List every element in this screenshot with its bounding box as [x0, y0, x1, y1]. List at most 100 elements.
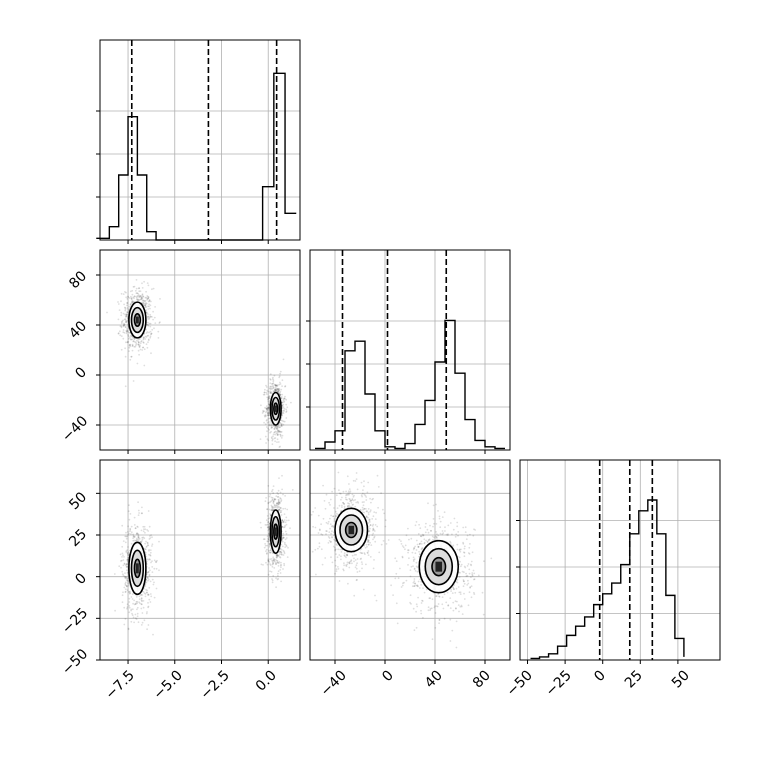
p2-vs-p3-point — [415, 584, 418, 587]
p2-vs-p3-point — [368, 518, 371, 521]
p1-vs-p3-point — [133, 599, 136, 602]
p1-vs-p3-point — [148, 558, 151, 560]
p1-vs-p2-point — [268, 390, 271, 393]
p1-vs-p2-point — [147, 313, 149, 315]
p1-vs-p2-point — [277, 390, 279, 393]
p1-vs-p3-point — [280, 566, 282, 569]
p1-vs-p3-point — [147, 605, 150, 608]
p2-vs-p3-point — [365, 496, 368, 498]
p2-vs-p3-point — [374, 518, 377, 520]
p1-vs-p2-point — [131, 336, 134, 339]
p2-vs-p3-point — [469, 586, 471, 589]
p1-vs-p3-point — [266, 535, 269, 538]
p1-vs-p3-point — [149, 593, 152, 595]
p1-vs-p2-point — [274, 426, 277, 428]
p1-vs-p3-point — [278, 508, 281, 511]
p2-vs-p3-point — [334, 564, 337, 567]
p2-vs-p3-point — [427, 539, 430, 542]
p1-vs-p3-point — [279, 551, 282, 553]
p2-vs-p3-point — [437, 534, 440, 537]
p1-vs-p3-point — [129, 590, 132, 593]
p1-vs-p2-point — [142, 336, 145, 339]
p1-vs-p2-point — [132, 340, 135, 343]
p1-vs-p2-point — [127, 311, 129, 314]
p1-vs-p2-point — [122, 293, 125, 295]
p2-vs-p3-point — [414, 582, 417, 585]
p1-vs-p3-point — [285, 516, 288, 519]
p1-vs-p3-point — [146, 541, 149, 544]
p2-vs-p3-point — [463, 545, 466, 548]
p2-vs-p3-point — [460, 548, 462, 551]
p1-vs-p2-point — [266, 393, 268, 395]
p2-vs-p3-point — [352, 496, 355, 498]
p1-vs-p2-point — [148, 331, 150, 334]
p1-vs-p2-point — [137, 292, 139, 295]
p2-vs-p3-point — [339, 548, 342, 551]
p1-vs-p2-point — [268, 397, 271, 399]
x-tick-label-z-3: 0 — [591, 668, 609, 686]
p2-vs-p3-point — [353, 594, 356, 597]
p1-vs-p2-point — [122, 319, 124, 322]
p2-vs-p3-point — [402, 582, 404, 585]
p1-vs-p2-point — [128, 305, 131, 308]
p2-vs-p3-point — [458, 610, 460, 613]
p1-vs-p2-point — [124, 291, 126, 293]
p1-vs-p2-point — [146, 298, 149, 301]
p2-vs-p3-point — [401, 556, 404, 559]
p1-vs-p2-point — [286, 406, 289, 409]
p2-vs-p3-point — [367, 516, 369, 519]
p1-vs-p2-point — [270, 425, 273, 427]
p1-vs-p2-point — [278, 430, 281, 433]
p1-vs-p3-point — [271, 488, 274, 491]
p1-vs-p3-point — [265, 550, 267, 552]
p1-vs-p3-point — [279, 569, 282, 571]
p2-vs-p3-point — [368, 518, 370, 521]
p1-vs-p2-point — [125, 320, 128, 323]
p1-vs-p3-point — [130, 542, 133, 545]
p1-vs-p3-point — [264, 544, 267, 547]
p1-vs-p2-point — [281, 401, 283, 403]
p1-vs-p2-point — [147, 316, 149, 318]
p1-vs-p2-point — [273, 431, 276, 434]
p2-vs-p3-point — [457, 604, 460, 606]
p2-vs-p3-point — [419, 553, 421, 555]
p1-vs-p3-point — [140, 529, 143, 532]
p2-vs-p3-point — [333, 538, 335, 541]
p2-vs-p3-point — [468, 553, 471, 555]
p1-vs-p2-point — [130, 298, 133, 301]
p1-vs-p3-point — [268, 549, 270, 552]
p1-vs-p3-point — [269, 513, 271, 515]
p1-vs-p3-point — [128, 611, 131, 614]
p1-vs-p2-point — [271, 387, 273, 389]
p1-vs-p2-point — [141, 298, 144, 300]
p1-vs-p2-point — [263, 391, 266, 394]
p1-vs-p2-point — [266, 408, 269, 411]
p1-marginal-histogram-steps — [96, 72, 297, 241]
p1-vs-p2-point — [268, 396, 270, 399]
p2-vs-p3-point — [318, 542, 321, 545]
p1-vs-p2-point — [131, 301, 134, 304]
p1-vs-p3-point — [134, 603, 137, 605]
p1-vs-p3-point — [282, 549, 285, 552]
p2-vs-p3-point — [400, 543, 403, 545]
p1-vs-p3-point — [145, 612, 148, 615]
p2-vs-p3-point — [438, 595, 441, 598]
p1-vs-p3-point — [127, 628, 130, 631]
p2-vs-p3-point — [314, 507, 317, 509]
p2-vs-p3-point — [372, 523, 375, 526]
p1-vs-p2-point — [152, 310, 155, 313]
p2-vs-p3-point — [430, 607, 433, 610]
p1-vs-p3-point — [282, 521, 285, 524]
p1-vs-p3-point — [273, 559, 275, 562]
p2-vs-p3-point — [348, 493, 350, 496]
x-tick-label-z-5: 50 — [669, 668, 693, 692]
p1-vs-p2-point — [120, 326, 123, 329]
p2-vs-p3-point — [335, 570, 338, 572]
p1-vs-p2-point — [261, 412, 264, 414]
p2-vs-p3-point — [458, 548, 461, 551]
p1-vs-p2-point — [146, 297, 149, 300]
p1-vs-p2-point — [265, 410, 268, 413]
p1-vs-p2-point — [136, 294, 139, 297]
p2-vs-p3-point — [368, 534, 370, 537]
p1-vs-p2-point — [283, 397, 286, 400]
